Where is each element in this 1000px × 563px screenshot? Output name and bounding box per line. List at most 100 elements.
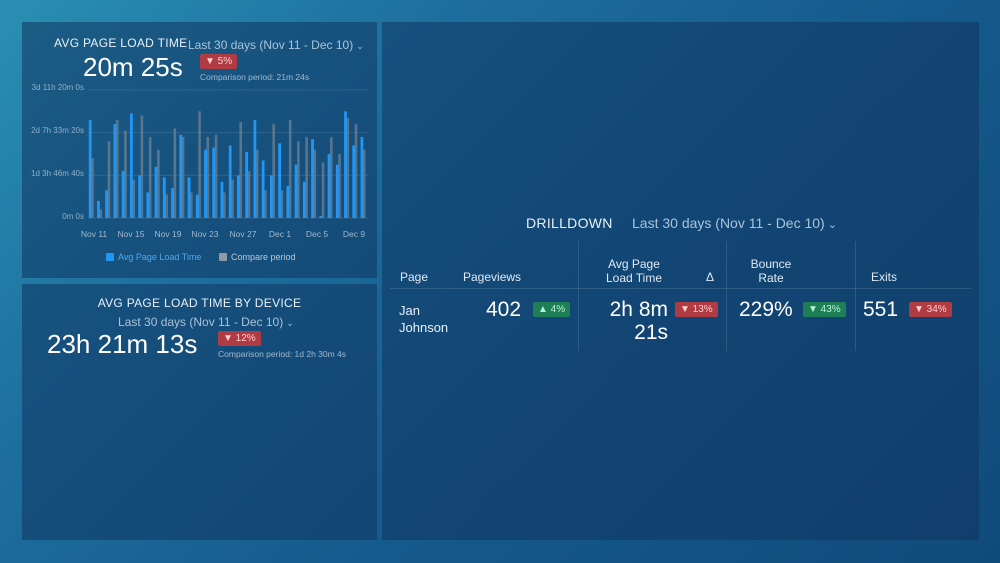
- bar-avg-page-load-time[interactable]: [253, 119, 257, 218]
- bar-compare-period[interactable]: [190, 192, 193, 218]
- bar-compare-period[interactable]: [280, 190, 284, 218]
- bar-compare-period[interactable]: [124, 130, 127, 218]
- date-range-label: Last 30 days (Nov 11 - Dec 10): [188, 38, 354, 52]
- bar-compare-period[interactable]: [198, 111, 201, 218]
- bar-avg-page-load-time[interactable]: [327, 154, 331, 218]
- x-tick: Nov 27: [229, 229, 257, 239]
- bar-compare-period[interactable]: [140, 115, 144, 218]
- bar-avg-page-load-time[interactable]: [179, 134, 183, 218]
- bar-compare-period[interactable]: [288, 119, 292, 218]
- bar-compare-period[interactable]: [214, 134, 218, 218]
- bar-avg-page-load-time[interactable]: [286, 186, 290, 218]
- bar-compare-period[interactable]: [313, 149, 317, 218]
- x-tick: Dec 1: [268, 229, 292, 239]
- column-divider: [578, 241, 579, 351]
- bar-avg-page-load-time[interactable]: [204, 149, 207, 218]
- bar-avg-page-load-time[interactable]: [319, 215, 323, 218]
- bar-avg-page-load-time[interactable]: [121, 171, 125, 218]
- bar-avg-page-load-time[interactable]: [162, 177, 166, 218]
- bar-compare-period[interactable]: [272, 124, 275, 218]
- bar-compare-period[interactable]: [115, 119, 119, 218]
- bar-avg-page-load-time[interactable]: [187, 177, 191, 218]
- date-range-label: Last 30 days (Nov 11 - Dec 10): [632, 215, 825, 231]
- table-row[interactable]: Jan Johnson 402 ▲ 4% 2h 8m 21s ▼ 13% 229…: [382, 292, 979, 352]
- bar-compare-period[interactable]: [338, 154, 341, 218]
- bar-avg-page-load-time[interactable]: [154, 166, 158, 218]
- bar-compare-period[interactable]: [99, 209, 103, 218]
- bar-avg-page-load-time[interactable]: [360, 136, 364, 218]
- bar-avg-page-load-time[interactable]: [311, 139, 314, 218]
- bar-avg-page-load-time[interactable]: [344, 111, 347, 218]
- bar-avg-page-load-time[interactable]: [245, 151, 249, 218]
- bar-avg-page-load-time[interactable]: [129, 113, 133, 218]
- header-line: Avg Page: [608, 257, 660, 271]
- bar-avg-page-load-time[interactable]: [171, 188, 174, 218]
- bar-avg-page-load-time[interactable]: [278, 143, 282, 218]
- header-divider: [390, 288, 971, 289]
- column-header-delta[interactable]: Δ: [706, 270, 715, 284]
- bar-compare-period[interactable]: [181, 136, 185, 218]
- bar-compare-period[interactable]: [222, 192, 226, 218]
- bar-compare-period[interactable]: [247, 171, 251, 218]
- legend-label: Compare period: [231, 252, 296, 262]
- bar-compare-period[interactable]: [173, 128, 177, 218]
- bar-avg-page-load-time[interactable]: [146, 192, 150, 218]
- bar-avg-page-load-time[interactable]: [113, 124, 117, 218]
- bar-avg-page-load-time[interactable]: [105, 190, 109, 218]
- widget-title: AVG PAGE LOAD TIME: [54, 36, 188, 50]
- column-divider: [726, 241, 727, 351]
- date-range-selector[interactable]: Last 30 days (Nov 11 - Dec 10) ⌄: [188, 36, 364, 54]
- bar-avg-page-load-time[interactable]: [294, 164, 298, 218]
- avg-load-line: 21s: [634, 321, 668, 344]
- bar-compare-period[interactable]: [305, 136, 308, 218]
- bar-avg-page-load-time[interactable]: [302, 181, 306, 218]
- date-range-selector[interactable]: Last 30 days (Nov 11 - Dec 10) ⌄: [632, 215, 837, 233]
- x-tick: Nov 15: [117, 229, 145, 239]
- avg-page-load-time-by-device-widget: AVG PAGE LOAD TIME BY DEVICE Last 30 day…: [22, 284, 377, 540]
- bar-compare-period[interactable]: [206, 136, 210, 218]
- legend-label: Avg Page Load Time: [118, 252, 202, 262]
- x-tick: Nov 11: [80, 229, 108, 239]
- bar-compare-period[interactable]: [132, 179, 135, 218]
- bar-avg-page-load-time[interactable]: [335, 164, 339, 218]
- bar-compare-period[interactable]: [330, 136, 333, 218]
- bar-compare-period[interactable]: [255, 149, 259, 218]
- bar-compare-period[interactable]: [321, 162, 325, 218]
- date-range-selector[interactable]: Last 30 days (Nov 11 - Dec 10) ⌄: [118, 313, 294, 331]
- bar-compare-period[interactable]: [239, 122, 243, 218]
- bar-compare-period[interactable]: [346, 117, 350, 218]
- bar-avg-page-load-time[interactable]: [220, 181, 224, 218]
- checkbox-checked-icon: [219, 253, 227, 261]
- bar-compare-period[interactable]: [157, 149, 160, 218]
- bar-compare-period[interactable]: [107, 141, 111, 218]
- bar-avg-page-load-time[interactable]: [237, 175, 240, 218]
- bar-avg-page-load-time[interactable]: [352, 145, 356, 218]
- column-header-pageviews[interactable]: Pageviews: [463, 270, 522, 284]
- legend-toggle-primary[interactable]: Avg Page Load Time: [106, 252, 201, 262]
- y-tick: 3d 11h 20m 0s: [31, 83, 84, 92]
- bar-avg-page-load-time[interactable]: [97, 200, 100, 218]
- legend-toggle-compare[interactable]: Compare period: [219, 252, 296, 262]
- bar-compare-period[interactable]: [148, 136, 152, 218]
- bar-avg-page-load-time[interactable]: [212, 147, 216, 218]
- bar-compare-period[interactable]: [264, 190, 267, 218]
- column-header-page[interactable]: Page: [400, 270, 429, 284]
- x-tick: Nov 23: [191, 229, 219, 239]
- bar-avg-page-load-time[interactable]: [261, 160, 265, 218]
- bar-compare-period[interactable]: [231, 179, 234, 218]
- bar-compare-period[interactable]: [297, 141, 300, 218]
- bar-avg-page-load-time[interactable]: [195, 194, 199, 218]
- column-header-exits[interactable]: Exits: [871, 270, 898, 284]
- change-badge: ▲ 4%: [533, 302, 571, 317]
- bar-avg-page-load-time[interactable]: [269, 175, 273, 218]
- bar-avg-page-load-time[interactable]: [138, 175, 142, 218]
- bar-compare-period[interactable]: [165, 194, 168, 218]
- bar-compare-period[interactable]: [91, 158, 94, 218]
- bar-compare-period[interactable]: [354, 124, 358, 218]
- avg-load-value: 2h 8m 21s: [594, 298, 668, 344]
- column-header-bounce-rate[interactable]: Bounce Rate: [746, 257, 796, 285]
- bar-avg-page-load-time[interactable]: [228, 145, 232, 218]
- bar-compare-period[interactable]: [362, 149, 366, 218]
- column-header-avg-load[interactable]: Avg Page Load Time: [604, 257, 664, 285]
- bar-avg-page-load-time[interactable]: [88, 119, 92, 218]
